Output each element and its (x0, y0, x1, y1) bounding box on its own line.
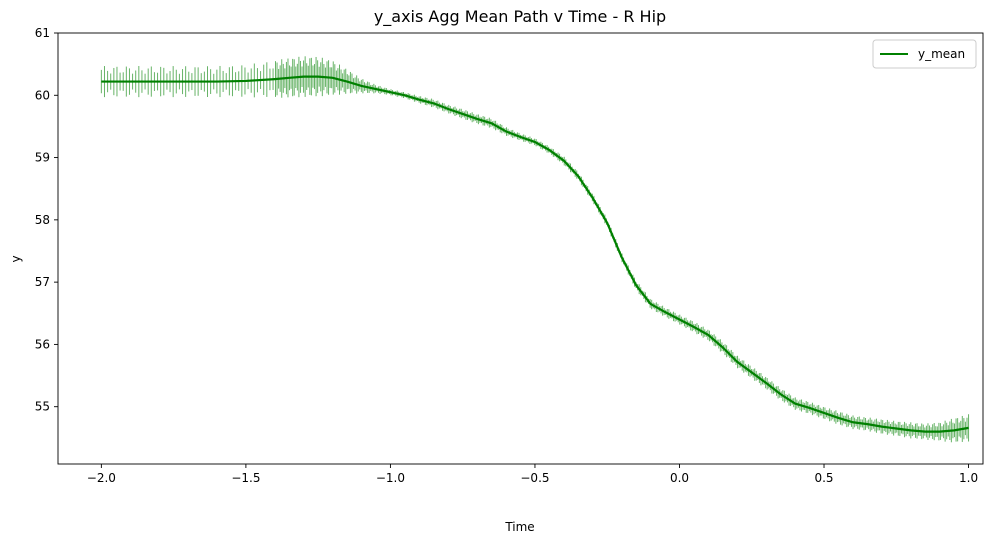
x-tick-label: −1.5 (231, 471, 260, 485)
x-tick-label: 0.5 (814, 471, 833, 485)
x-tick-label: −1.0 (376, 471, 405, 485)
y-tick-label: 59 (35, 151, 50, 165)
x-tick-label: 0.0 (670, 471, 689, 485)
x-tick-label: 1.0 (959, 471, 978, 485)
legend-label-y-mean: y_mean (918, 47, 965, 61)
y-axis-label: y (9, 255, 23, 262)
y-tick-label: 60 (35, 88, 50, 102)
y-tick-label: 56 (35, 337, 50, 351)
x-axis-label: Time (504, 520, 534, 534)
y-tick-label: 55 (35, 400, 50, 414)
x-tick-label: −0.5 (520, 471, 549, 485)
y-axis: 55 56 57 58 59 60 61 (35, 26, 58, 414)
y-tick-label: 61 (35, 26, 50, 40)
legend-box (872, 39, 977, 69)
legend: y_mean (872, 39, 977, 69)
series-line-y-mean (101, 75, 969, 433)
chart-title: y_axis Agg Mean Path v Time - R Hip (374, 7, 666, 27)
plot-frame (57, 32, 984, 465)
x-axis: −2.0 −1.5 −1.0 −0.5 0.0 0.5 1.0 (87, 464, 978, 485)
y-tick-label: 57 (35, 275, 50, 289)
x-tick-label: −2.0 (87, 471, 116, 485)
error-bars (100, 56, 970, 443)
y-tick-label: 58 (35, 213, 50, 227)
plot-marks (100, 56, 970, 443)
